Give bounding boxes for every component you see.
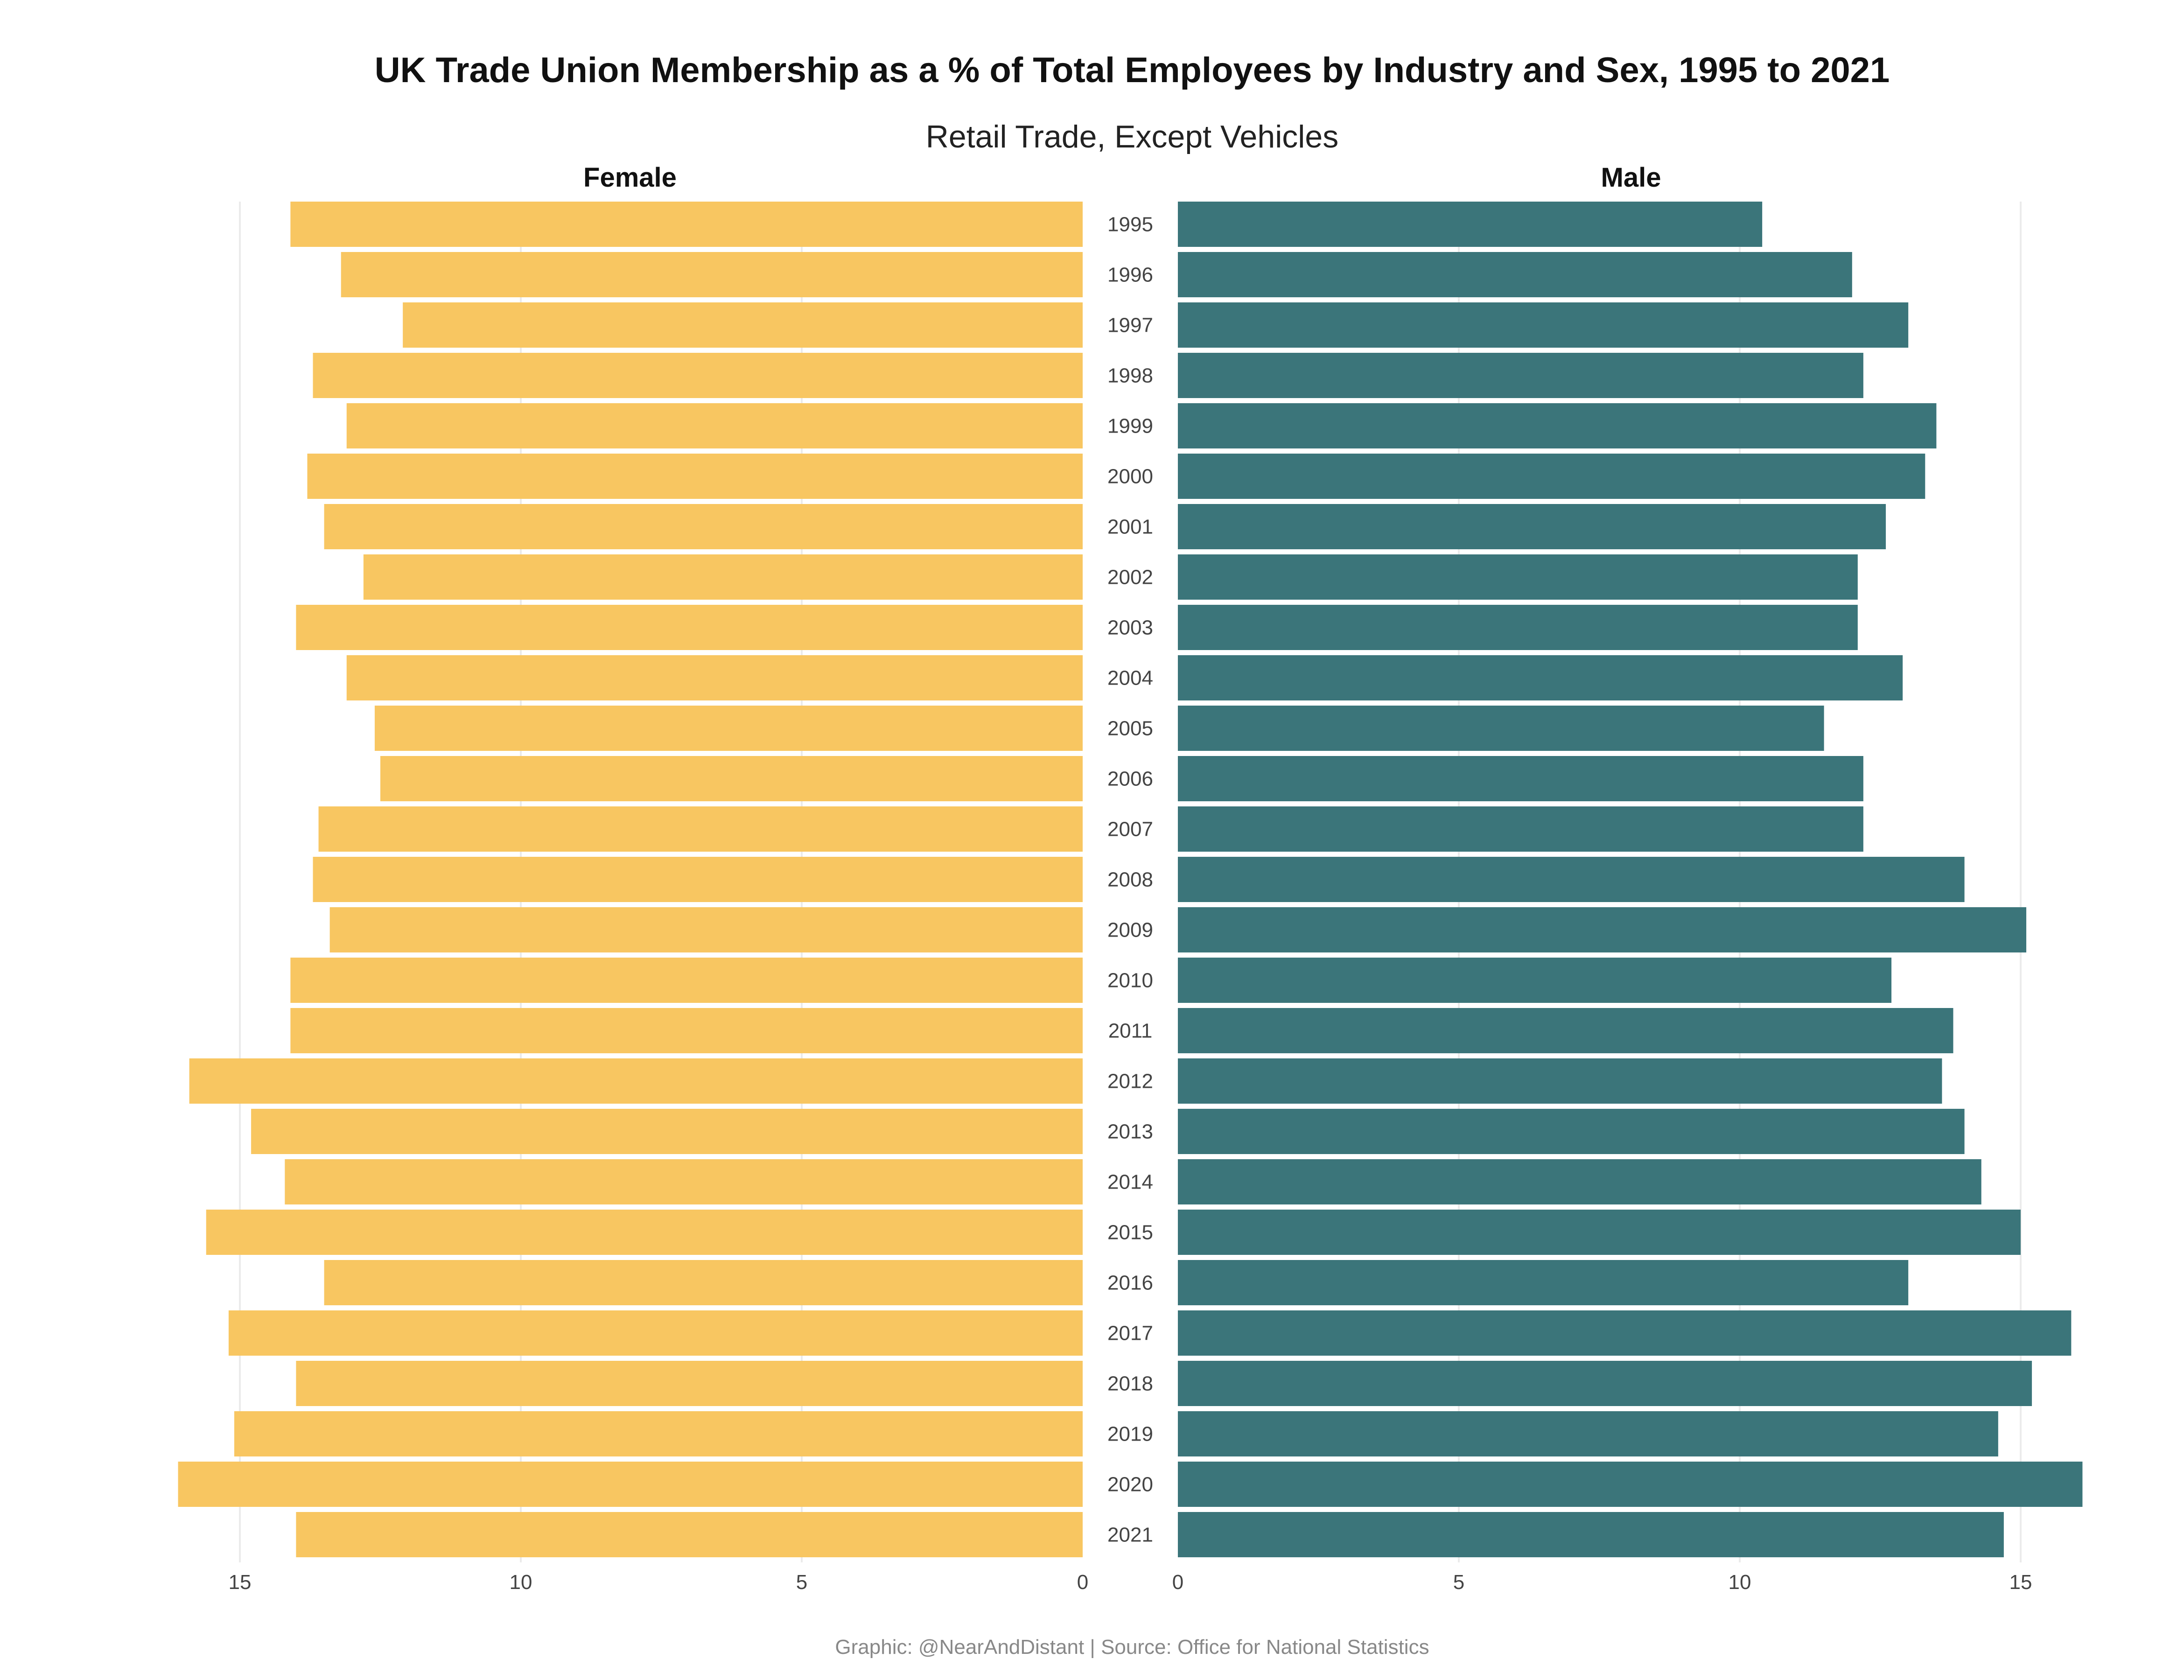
bar-male-2021 — [1178, 1512, 2004, 1557]
axis-labels: 0 0 5 5 10 10 15 15 1995 1996 1997 1998 1999 2000 2001… — [229, 213, 2032, 1594]
bar-female-2019 — [234, 1411, 1083, 1456]
bar-female-2014 — [285, 1159, 1083, 1204]
bar-male-2000 — [1178, 454, 1925, 499]
bar-female-1998 — [313, 353, 1083, 398]
year-label: 2018 — [1107, 1372, 1153, 1395]
bar-female-1997 — [403, 302, 1083, 348]
bar-female-2016 — [324, 1260, 1083, 1305]
bar-male-2014 — [1178, 1159, 1981, 1204]
year-label: 2019 — [1107, 1423, 1153, 1446]
year-label: 2011 — [1108, 1020, 1153, 1043]
year-label: 1997 — [1107, 314, 1153, 337]
chart-subtitle: Retail Trade, Except Vehicles — [926, 119, 1338, 154]
bar-female-2015 — [206, 1210, 1083, 1255]
bar-female-2003 — [296, 605, 1083, 650]
bar-female-2005 — [374, 706, 1083, 751]
x-tick-label-female: 15 — [229, 1571, 252, 1594]
bar-male-2010 — [1178, 958, 1892, 1003]
bar-female-2021 — [296, 1512, 1083, 1557]
year-label: 2005 — [1107, 717, 1153, 740]
bar-male-2012 — [1178, 1058, 1942, 1104]
year-label: 1999 — [1107, 415, 1153, 438]
bar-male-2020 — [1178, 1462, 2083, 1507]
bar-male-2009 — [1178, 907, 2027, 952]
year-label: 2006 — [1107, 768, 1153, 791]
bar-female-2020 — [178, 1462, 1083, 1507]
bar-female-2010 — [290, 958, 1083, 1003]
x-tick-label-female: 10 — [510, 1571, 532, 1594]
bar-male-1995 — [1178, 202, 1763, 247]
bar-female-2004 — [346, 655, 1083, 700]
bar-male-2005 — [1178, 706, 1824, 751]
year-label: 1998 — [1107, 364, 1153, 387]
bar-female-2017 — [228, 1310, 1083, 1356]
year-label: 2014 — [1107, 1171, 1153, 1194]
bar-female-2013 — [251, 1109, 1083, 1154]
bar-male-2016 — [1178, 1260, 1909, 1305]
year-label: 1996 — [1107, 264, 1153, 287]
x-tick-label-male: 10 — [1729, 1571, 1751, 1594]
bar-male-2007 — [1178, 806, 1863, 852]
bar-male-2017 — [1178, 1310, 2072, 1356]
bar-male-1996 — [1178, 252, 1852, 297]
chart-caption: Graphic: @NearAndDistant | Source: Offic… — [835, 1636, 1429, 1659]
panel-label-male: Male — [1601, 162, 1661, 193]
bar-male-1997 — [1178, 302, 1909, 348]
bar-female-2011 — [290, 1008, 1083, 1053]
bar-male-2006 — [1178, 756, 1863, 801]
year-label: 2016 — [1107, 1272, 1153, 1295]
bar-male-2018 — [1178, 1361, 2032, 1406]
chart-title: UK Trade Union Membership as a % of Tota… — [375, 50, 1890, 90]
bar-male-1999 — [1178, 403, 1937, 448]
year-label: 2010 — [1107, 969, 1153, 992]
bar-female-1999 — [346, 403, 1083, 448]
year-label: 2003 — [1107, 616, 1153, 639]
year-label: 2007 — [1107, 818, 1153, 841]
bar-female-2018 — [296, 1361, 1083, 1406]
bar-male-2011 — [1178, 1008, 1953, 1053]
bar-female-2001 — [324, 504, 1083, 549]
year-label: 2012 — [1107, 1070, 1153, 1093]
bar-male-2002 — [1178, 554, 1858, 600]
year-label: 2015 — [1107, 1221, 1153, 1244]
year-label: 2020 — [1107, 1473, 1153, 1496]
x-tick-label-male: 0 — [1172, 1571, 1183, 1594]
bar-female-2007 — [318, 806, 1083, 852]
bar-female-2012 — [189, 1058, 1083, 1104]
bar-male-2004 — [1178, 655, 1903, 700]
panel-label-female: Female — [583, 162, 677, 193]
bar-male-2013 — [1178, 1109, 1965, 1154]
bar-male-2008 — [1178, 857, 1965, 902]
year-label: 2001 — [1107, 516, 1153, 539]
bar-female-2002 — [363, 554, 1083, 600]
year-label: 2008 — [1107, 868, 1153, 891]
bar-female-2009 — [329, 907, 1083, 952]
bar-female-2008 — [313, 857, 1083, 902]
year-label: 2002 — [1107, 566, 1153, 589]
year-label: 2017 — [1107, 1322, 1153, 1345]
year-label: 2021 — [1107, 1524, 1153, 1547]
bar-female-1995 — [290, 202, 1083, 247]
bar-female-2000 — [307, 454, 1083, 499]
bar-male-2019 — [1178, 1411, 1998, 1456]
bar-female-2006 — [380, 756, 1083, 801]
bar-male-2003 — [1178, 605, 1858, 650]
year-label: 2004 — [1107, 667, 1153, 690]
year-label: 2013 — [1107, 1120, 1153, 1143]
x-tick-label-male: 15 — [2009, 1571, 2032, 1594]
bar-male-2001 — [1178, 504, 1886, 549]
x-tick-label-female: 5 — [796, 1571, 807, 1594]
year-label: 2009 — [1107, 919, 1153, 942]
x-tick-label-female: 0 — [1077, 1571, 1088, 1594]
bar-male-2015 — [1178, 1210, 2021, 1255]
year-label: 1995 — [1107, 213, 1153, 236]
bar-female-1996 — [341, 252, 1083, 297]
x-tick-label-male: 5 — [1453, 1571, 1464, 1594]
bar-male-1998 — [1178, 353, 1863, 398]
year-label: 2000 — [1107, 465, 1153, 488]
bars — [178, 202, 2083, 1557]
